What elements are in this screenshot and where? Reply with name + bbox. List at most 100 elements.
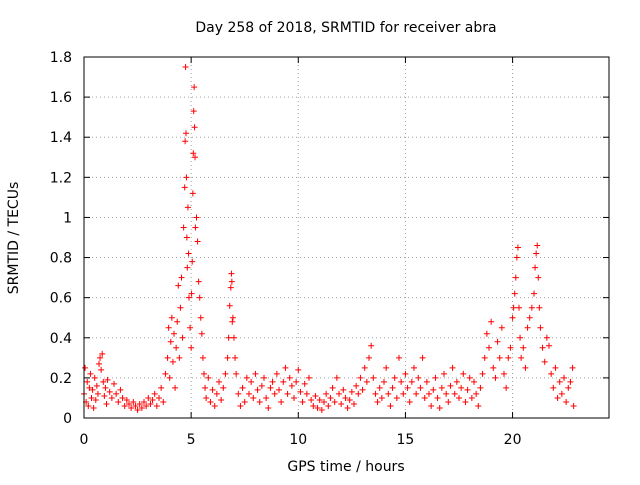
data-point [89,386,96,393]
data-point [563,398,570,405]
data-point [158,384,165,391]
data-point [207,398,214,405]
data-point [254,386,261,393]
data-point [209,386,216,393]
data-point [301,380,308,387]
data-point [184,204,191,211]
data-point [177,304,184,311]
data-point [180,224,187,231]
data-point [193,214,200,221]
data-point [108,394,115,401]
data-point [569,364,576,371]
data-point [361,364,368,371]
data-point [143,402,150,409]
y-tick-label: 0.4 [50,331,72,347]
data-point [511,290,518,297]
data-point [189,258,196,265]
data-point [526,314,533,321]
data-point [187,324,194,331]
data-point [494,338,501,345]
data-point [258,382,265,389]
data-point [351,400,357,407]
data-point [325,402,332,409]
data-point [432,374,439,381]
data-point [165,324,172,331]
data-point [188,290,195,297]
data-point [396,354,402,361]
data-point [430,386,437,393]
data-point [344,404,351,411]
data-point [561,374,567,381]
data-point [570,402,577,409]
data-point [473,390,480,397]
data-point [96,360,102,367]
data-point [387,402,394,409]
data-point [222,370,229,377]
data-point [191,84,198,91]
data-point [528,304,535,311]
data-point [483,330,490,337]
data-point [516,304,522,311]
data-point [147,400,154,407]
data-point [513,254,520,261]
data-point [464,386,471,393]
data-point [213,390,220,397]
data-point [503,384,510,391]
data-point [97,354,104,361]
data-point [524,324,531,331]
data-point [449,364,456,371]
data-point [458,384,465,391]
data-point [101,392,108,399]
data-point [308,396,315,403]
data-point [340,386,347,393]
data-point [381,378,387,385]
data-point [295,366,302,373]
data-point [318,406,325,413]
data-point [370,374,377,381]
data-point [93,382,100,389]
data-point [338,400,345,407]
data-point [423,378,430,385]
data-point [179,334,186,341]
data-point [280,378,287,385]
data-point [229,318,236,325]
data-point [546,342,552,349]
data-point [541,358,548,365]
data-point [468,394,475,401]
data-point [136,400,143,407]
data-point [404,384,411,391]
data-point [188,344,195,351]
data-point [323,390,330,397]
data-point [316,396,323,403]
data-point [86,384,93,391]
data-point [477,384,484,391]
data-point [183,234,190,241]
data-point [408,378,415,385]
data-point [149,396,156,403]
data-point [321,398,327,405]
data-point [232,354,239,361]
data-point [353,382,360,389]
data-point [357,374,364,381]
y-tick-label: 1 [63,210,72,226]
data-point [398,378,405,385]
data-point [327,394,334,401]
data-point [190,108,197,115]
y-tick-label: 1.2 [50,170,72,186]
data-point [231,334,237,341]
x-tick-label: 20 [504,432,522,448]
data-point [216,378,222,385]
data-point [518,354,525,361]
data-point [211,402,218,409]
data-point [126,400,132,407]
data-point [331,398,338,405]
data-point [138,404,145,411]
data-point [203,394,210,401]
data-point [565,384,572,391]
y-tick-label: 0 [63,411,72,427]
data-point [172,384,179,391]
data-point [355,390,362,397]
data-point [481,354,488,361]
data-point [176,354,183,361]
data-point [378,394,385,401]
